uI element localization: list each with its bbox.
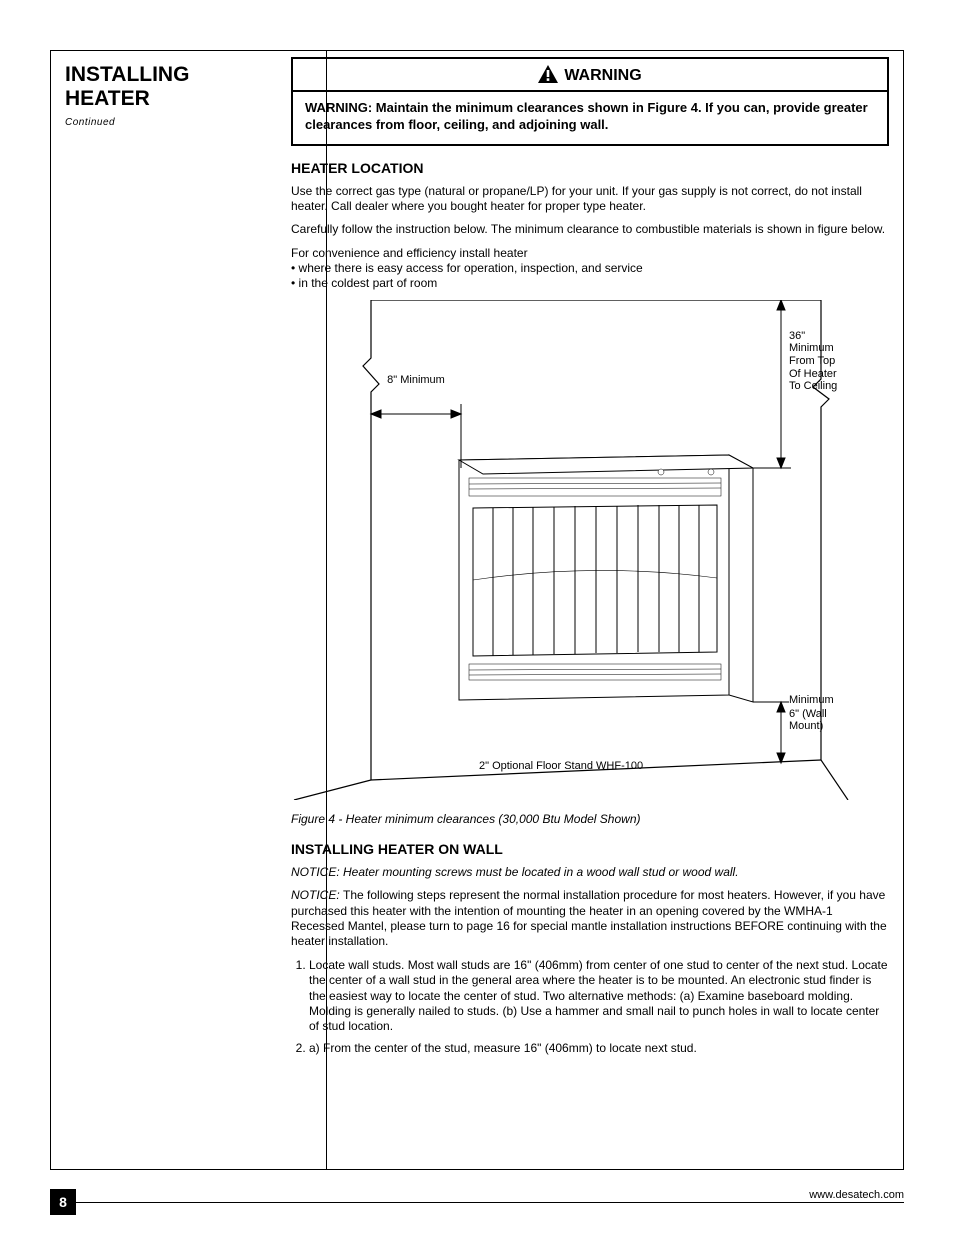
warning-heading: WARNING	[293, 59, 887, 92]
wall-install-heading: INSTALLING HEATER ON WALL	[291, 841, 889, 859]
section-title: INSTALLING HEATER	[65, 63, 263, 111]
footer-rule	[76, 1202, 904, 1203]
warning-icon	[538, 65, 558, 83]
wall-notice-1: NOTICE: Heater mounting screws must be l…	[291, 865, 889, 880]
wall-notice-1-text: NOTICE: Heater mounting screws must be l…	[291, 865, 739, 879]
left-column: INSTALLING HEATER Continued	[51, 51, 273, 1169]
footer: 8 www.desatech.com	[50, 1181, 904, 1215]
location-bullet-1: • where there is easy access for operati…	[291, 261, 643, 275]
main-frame: INSTALLING HEATER Continued WARNING WARN…	[50, 50, 904, 1170]
warning-box: WARNING WARNING: Maintain the minimum cl…	[291, 57, 889, 146]
wall-notice-2-prefix: NOTICE:	[291, 888, 343, 902]
figure-4-caption: Figure 4 - Heater minimum clearances (30…	[291, 812, 889, 827]
step-2: a) From the center of the stud, measure …	[309, 1041, 889, 1056]
dim-wall-label: 8" Minimum	[381, 374, 451, 387]
location-bullet-2: • in the coldest part of room	[291, 276, 437, 290]
section-subtitle: Continued	[65, 117, 263, 128]
step-1: Locate wall studs. Most wall studs are 1…	[309, 958, 889, 1035]
wall-notice-2-body: The following steps represent the normal…	[291, 888, 887, 948]
page-number: 8	[50, 1189, 76, 1215]
location-p3: For convenience and efficiency install h…	[291, 246, 889, 292]
heater-location-heading: HEATER LOCATION	[291, 160, 889, 178]
dim-ceiling-label: 36" Minimum From Top Of Heater To Ceilin…	[789, 330, 859, 393]
dim-floor-minimum: Minimum	[789, 694, 853, 707]
figure-4: 8" Minimum 36" Minimum From Top Of Heate…	[291, 300, 889, 810]
install-steps: Locate wall studs. Most wall studs are 1…	[291, 958, 889, 1056]
warning-body: WARNING: Maintain the minimum clearances…	[293, 92, 887, 143]
location-p2: Carefully follow the instruction below. …	[291, 222, 889, 237]
right-column: WARNING WARNING: Maintain the minimum cl…	[273, 51, 903, 1169]
wall-notice-2: NOTICE: The following steps represent th…	[291, 888, 889, 949]
footer-url: www.desatech.com	[809, 1189, 904, 1201]
location-p1: Use the correct gas type (natural or pro…	[291, 184, 889, 215]
dim-floor-wallmount: 6" (Wall Mount)	[789, 708, 859, 733]
dim-floor-stand: 2" Optional Floor Stand WHF-100	[479, 760, 709, 773]
clearance-diagram	[291, 300, 851, 800]
warning-heading-text: WARNING	[564, 67, 641, 84]
page: INSTALLING HEATER Continued WARNING WARN…	[0, 0, 954, 1235]
